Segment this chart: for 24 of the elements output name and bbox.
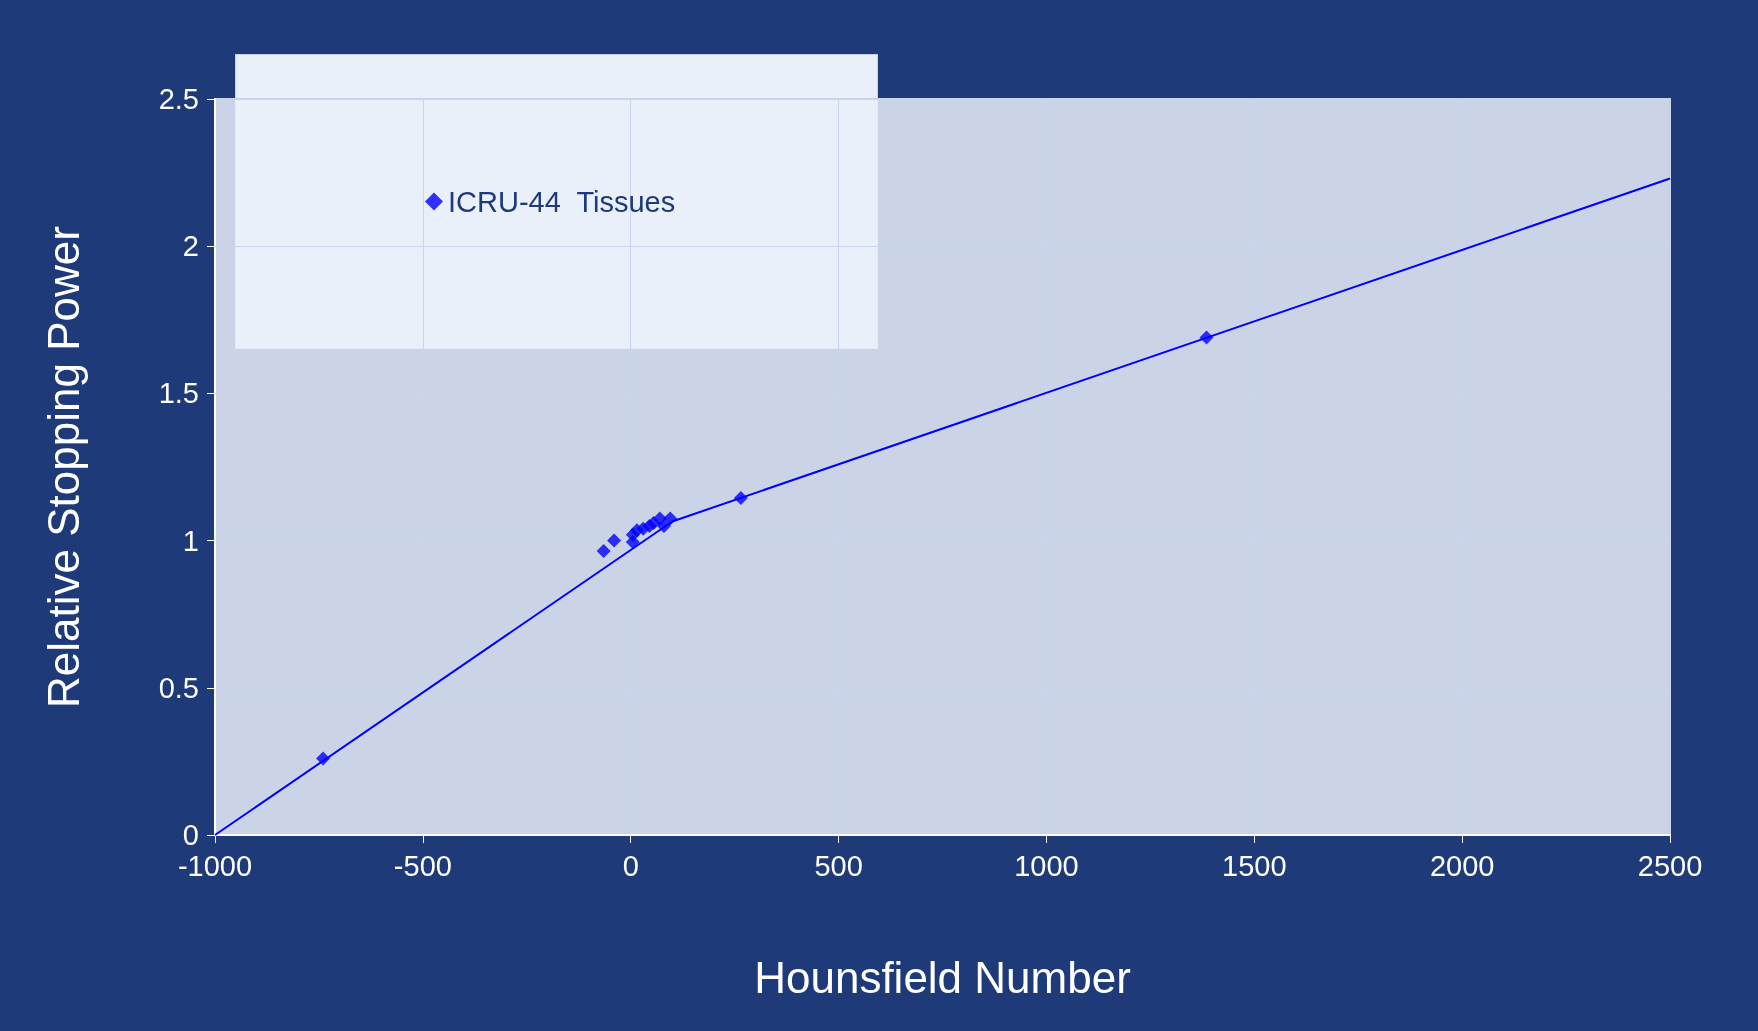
point xyxy=(733,490,748,505)
y-tick-label: 0.5 xyxy=(158,671,199,704)
x-tick-label: 2500 xyxy=(1637,849,1703,882)
x-tick-label: 1000 xyxy=(1014,849,1079,882)
y-tick-label: 1.5 xyxy=(158,377,199,410)
x-tick-label: 2000 xyxy=(1429,849,1495,882)
y-tick-label: 2.5 xyxy=(158,83,199,115)
x-tick-label: 1500 xyxy=(1222,849,1287,882)
point xyxy=(607,533,622,548)
x-tick-label: 500 xyxy=(814,849,863,882)
point xyxy=(596,543,611,558)
y-axis-title: Relative Stopping Power xyxy=(38,226,88,708)
point xyxy=(656,518,671,533)
y-tick-label: 0 xyxy=(182,819,199,851)
legend-label: ICRU-44 Tissues xyxy=(448,185,676,218)
y-tick-label: 1 xyxy=(182,524,199,557)
x-tick-label: -1000 xyxy=(177,849,253,882)
point xyxy=(1199,330,1214,345)
point xyxy=(663,511,678,526)
x-axis-title: Hounsfield Number xyxy=(754,952,1131,1002)
point xyxy=(316,751,331,766)
x-tick-label: 0 xyxy=(622,849,639,882)
y-tick-label: 2 xyxy=(182,230,199,263)
x-tick-label: -500 xyxy=(393,849,452,882)
